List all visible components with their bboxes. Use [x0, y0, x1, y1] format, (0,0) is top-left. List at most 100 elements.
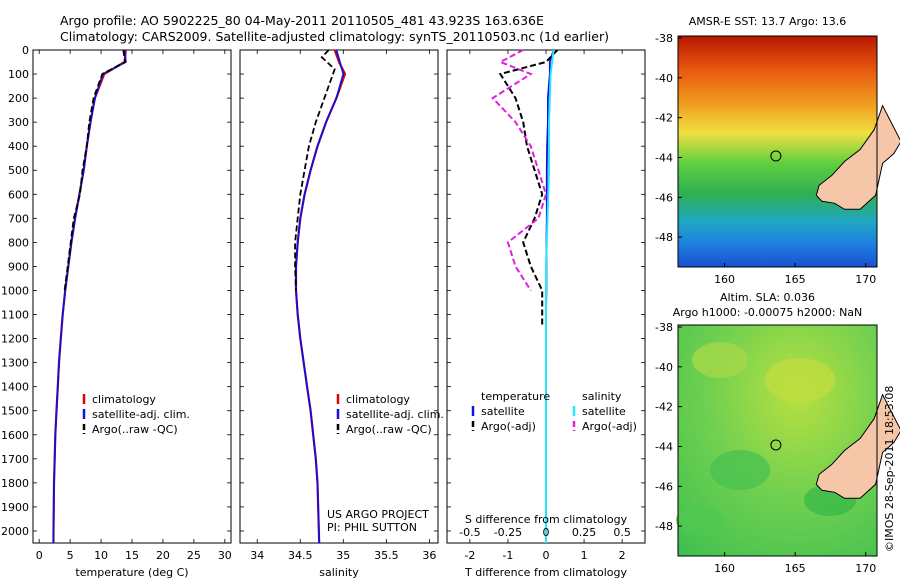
salinity-legend-label: climatology — [346, 393, 410, 406]
top-axis-label-difference: S difference from climatology — [465, 513, 628, 526]
y-tick-label: 900 — [8, 260, 29, 273]
top-x-tick-label: -0.5 — [459, 526, 480, 539]
land-new-zealand — [815, 104, 900, 210]
salinity-note-project: US ARGO PROJECT — [327, 508, 429, 521]
map-lat-label: -48 — [655, 231, 673, 244]
x-tick-label-panel3: 1 — [581, 549, 588, 562]
series-line-panel3-4 — [491, 49, 548, 292]
y-tick-label: 1100 — [1, 309, 29, 322]
x-tick-label-panel1: 0 — [36, 549, 43, 562]
map-lon-label: 165 — [785, 562, 806, 575]
temperature-legend-label: Argo(..raw -QC) — [92, 423, 178, 436]
sla-patch — [765, 358, 835, 402]
y-tick-label: 1700 — [1, 453, 29, 466]
top-x-tick-label: 0 — [543, 526, 550, 539]
map-frame-1 — [677, 35, 878, 268]
argo-float-marker — [770, 150, 782, 162]
x-tick-label-panel3: -2 — [464, 549, 475, 562]
panel-frame-1 — [32, 49, 232, 544]
map-lon-label: 160 — [714, 562, 735, 575]
x-tick-label-panel1: 5 — [67, 549, 74, 562]
chart-title-line2: Climatology: CARS2009. Satellite-adjuste… — [60, 29, 609, 44]
y-tick-label: 200 — [8, 92, 29, 105]
y-tick-label: 1900 — [1, 501, 29, 514]
map-lat-label: -38 — [655, 321, 673, 334]
chart-title-line1: Argo profile: AO 5902225_80 04-May-2011 … — [60, 13, 544, 28]
map-lat-label: -48 — [655, 520, 673, 533]
series-line-panel3-2 — [498, 49, 559, 327]
y-tick-label: 400 — [8, 140, 29, 153]
series-line-panel3-3 — [545, 49, 555, 543]
x-tick-label-panel1: 10 — [94, 549, 108, 562]
y-tick-label: 0 — [22, 44, 29, 57]
map-lat-label: -46 — [655, 480, 673, 493]
x-axis-label-temperature: temperature (deg C) — [75, 566, 188, 579]
x-tick-label-panel3: 2 — [619, 549, 626, 562]
y-tick-label: 1000 — [1, 284, 29, 297]
sla-patch — [676, 505, 724, 535]
y-tick-label: 1200 — [1, 333, 29, 346]
x-tick-label-panel2: 35 — [336, 549, 350, 562]
y-tick-label: 700 — [8, 212, 29, 225]
x-tick-label-panel1: 15 — [125, 549, 139, 562]
diff-legend-sal-label: satellite — [582, 405, 626, 418]
series-line-panel2-3 — [294, 49, 336, 291]
panel-frame-2 — [239, 49, 439, 544]
temperature-legend-label: satellite-adj. clim. — [92, 408, 190, 421]
map-lat-label: -40 — [655, 361, 673, 374]
y-tick-label: 300 — [8, 116, 29, 129]
y-tick-label: 1600 — [1, 429, 29, 442]
salinity-note-pi: PI: PHIL SUTTON — [327, 521, 417, 534]
map-lon-label: 170 — [855, 273, 876, 286]
map-lat-label: -44 — [655, 440, 673, 453]
x-tick-label-panel1: 30 — [218, 549, 232, 562]
map-frame-2 — [677, 324, 878, 557]
y-tick-label: 1800 — [1, 477, 29, 490]
x-tick-label-panel1: 20 — [156, 549, 170, 562]
map-lat-label: -42 — [655, 401, 673, 414]
top-x-tick-label: 0.25 — [572, 526, 597, 539]
diff-legend-temp-head: temperature — [481, 390, 550, 403]
map-lon-label: 160 — [714, 273, 735, 286]
map-lat-label: -42 — [655, 112, 673, 125]
y-tick-label: 1400 — [1, 381, 29, 394]
top-x-tick-label: -0.25 — [494, 526, 522, 539]
map-lon-label: 170 — [855, 562, 876, 575]
sst-map-title: AMSR-E SST: 13.7 Argo: 13.6 — [689, 15, 847, 28]
y-tick-label: 1300 — [1, 357, 29, 370]
map-lon-label: 165 — [785, 273, 806, 286]
x-axis-label-difference: T difference from climatology — [464, 566, 627, 579]
x-tick-label-panel2: 34 — [250, 549, 264, 562]
sla-map-title-line1: Altim. SLA: 0.036 — [720, 291, 815, 304]
salinity-legend-label: Argo(..raw -QC) — [346, 423, 432, 436]
map-lat-label: -38 — [655, 32, 673, 45]
top-x-tick-label: 0.5 — [613, 526, 631, 539]
x-axis-label-salinity: salinity — [319, 566, 359, 579]
x-tick-label-panel2: 34.5 — [288, 549, 313, 562]
map-lat-label: -46 — [655, 191, 673, 204]
x-tick-label-panel3: 0 — [543, 549, 550, 562]
x-tick-label-panel2: 36 — [422, 549, 436, 562]
diff-legend-sal-label: Argo(-adj) — [582, 420, 637, 433]
y-tick-label: 800 — [8, 236, 29, 249]
temperature-legend-label: climatology — [92, 393, 156, 406]
y-tick-label: 600 — [8, 188, 29, 201]
x-tick-label-panel1: 25 — [187, 549, 201, 562]
sla-patch — [692, 342, 748, 378]
map-lat-label: -44 — [655, 151, 673, 164]
y-tick-label: 100 — [8, 68, 29, 81]
x-tick-label-panel3: -1 — [502, 549, 513, 562]
diff-legend-temp-label: satellite — [481, 405, 525, 418]
diff-legend-temp-label: Argo(-adj) — [481, 420, 536, 433]
argo-float-marker — [770, 439, 782, 451]
sla-patch — [710, 450, 770, 490]
land-new-zealand — [815, 393, 900, 499]
x-tick-label-panel2: 35.5 — [374, 549, 399, 562]
y-tick-label: 2000 — [1, 525, 29, 538]
sla-map-title-line2: Argo h1000: -0.00075 h2000: NaN — [673, 306, 863, 319]
imos-credit: ©IMOS 28-Sep-2011 18:53:08 — [883, 386, 896, 552]
diff-legend-sal-head: salinity — [582, 390, 622, 403]
y-tick-label: 1500 — [1, 405, 29, 418]
y-tick-label: 500 — [8, 164, 29, 177]
